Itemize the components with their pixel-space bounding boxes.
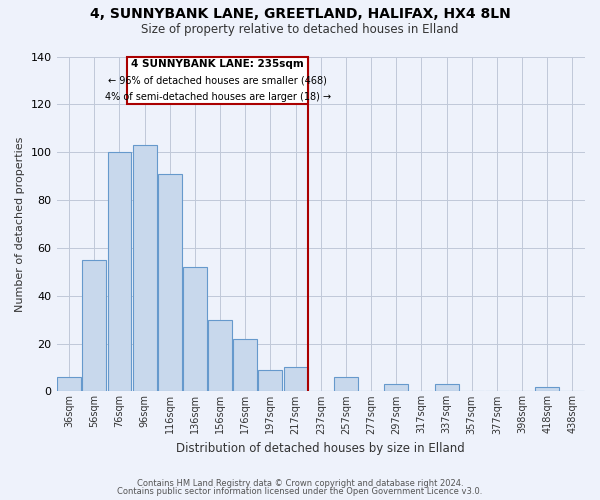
Text: 4, SUNNYBANK LANE, GREETLAND, HALIFAX, HX4 8LN: 4, SUNNYBANK LANE, GREETLAND, HALIFAX, H… (89, 8, 511, 22)
Bar (133, 145, 157, 392)
Bar (259, 370, 283, 392)
Bar (284, 368, 308, 392)
Bar (208, 320, 232, 392)
Bar (82, 260, 106, 392)
Bar (107, 152, 131, 392)
Bar (535, 386, 559, 392)
Y-axis label: Number of detached properties: Number of detached properties (15, 136, 25, 312)
Bar (233, 339, 257, 392)
FancyBboxPatch shape (127, 56, 308, 104)
Bar (158, 174, 182, 392)
Bar (334, 377, 358, 392)
X-axis label: Distribution of detached houses by size in Elland: Distribution of detached houses by size … (176, 442, 465, 455)
Bar (385, 384, 408, 392)
Text: Contains HM Land Registry data © Crown copyright and database right 2024.: Contains HM Land Registry data © Crown c… (137, 478, 463, 488)
Text: 4 SUNNYBANK LANE: 235sqm: 4 SUNNYBANK LANE: 235sqm (131, 59, 304, 69)
Bar (57, 377, 81, 392)
Text: Contains public sector information licensed under the Open Government Licence v3: Contains public sector information licen… (118, 487, 482, 496)
Text: 4% of semi-detached houses are larger (18) →: 4% of semi-detached houses are larger (1… (104, 92, 331, 102)
Bar (434, 384, 458, 392)
Text: ← 96% of detached houses are smaller (468): ← 96% of detached houses are smaller (46… (108, 76, 327, 86)
Text: Size of property relative to detached houses in Elland: Size of property relative to detached ho… (141, 22, 459, 36)
Bar (183, 267, 207, 392)
